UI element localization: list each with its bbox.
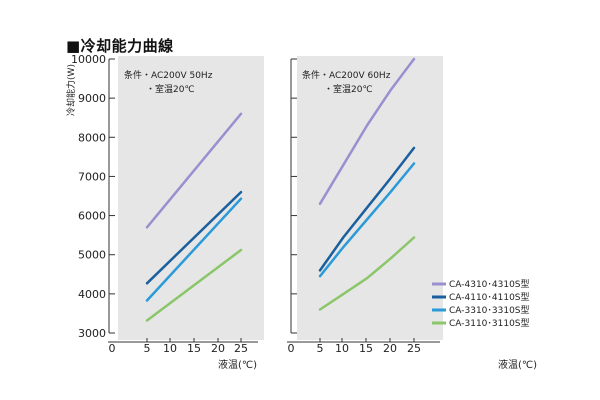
x-tick-label: 25 [407, 342, 421, 355]
x-tick-label: 0 [288, 342, 295, 355]
x-tick-label: 20 [211, 342, 225, 355]
y-tick-label: 6000 [78, 210, 106, 223]
x-tick-label: 5 [317, 342, 324, 355]
y-tick-label: 9000 [78, 92, 106, 105]
x-axis-title: 液温(℃) [498, 358, 537, 371]
chart-panel-2: 0 5 10 15 20 25 液温(℃) 条件・AC200V 60Hz ・室温20℃ CA-43… [287, 56, 537, 371]
x-axis-title: 液温(℃) [218, 358, 257, 371]
legend: CA-4310･4310S型 CA-4110･4110S型 CA-3310･3310… [432, 279, 530, 329]
legend-label-3: CA-3310･3310S型 [449, 305, 530, 316]
series-line-3 [145, 197, 243, 302]
condition-text: 条件・AC200V 60Hz [302, 69, 391, 81]
x-tick-label: 0 [109, 342, 116, 355]
series-line-1 [318, 57, 416, 206]
y-axis-title: 冷却能力(W) [65, 64, 77, 116]
legend-label-2: CA-4110･4110S型 [449, 292, 530, 303]
y-tick-label: 8000 [78, 131, 106, 144]
x-tick-label: 20 [383, 342, 397, 355]
condition-text: ・室温20℃ [146, 83, 195, 95]
legend-label-4: CA-3110･3110S型 [449, 318, 530, 329]
series-line-2 [318, 146, 416, 272]
x-tick-label: 10 [335, 342, 349, 355]
x-tick-label: 5 [144, 342, 151, 355]
plot-area [297, 56, 443, 340]
condition-text: 条件・AC200V 50Hz [124, 69, 213, 81]
condition-text: ・室温20℃ [324, 83, 373, 95]
y-tick-label: 7000 [78, 170, 106, 183]
series-line-2 [145, 190, 243, 285]
x-tick-label: 25 [234, 342, 248, 355]
legend-label-1: CA-4310･4310S型 [449, 279, 530, 290]
series-line-1 [145, 112, 243, 229]
plot-area [118, 56, 264, 340]
chart-panel-1: 3000 4000 5000 6000 7000 8000 9000 10000 0 5 10 15 2… [65, 53, 264, 371]
x-tick-label: 15 [187, 342, 201, 355]
x-tick-label: 15 [359, 342, 373, 355]
series-line-4 [318, 236, 416, 311]
y-tick-label: 5000 [78, 249, 106, 262]
series-line-3 [318, 162, 416, 278]
x-tick-label: 10 [163, 342, 177, 355]
series-line-4 [145, 248, 243, 322]
y-tick-label: 10000 [71, 53, 106, 66]
figure-title: ■冷却能力曲線 [66, 37, 174, 55]
y-tick-label: 4000 [78, 288, 106, 301]
y-tick-label: 3000 [78, 327, 106, 340]
